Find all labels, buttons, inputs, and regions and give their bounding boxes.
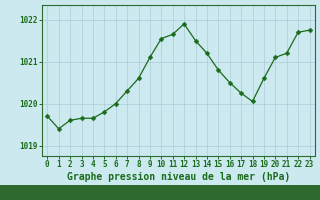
X-axis label: Graphe pression niveau de la mer (hPa): Graphe pression niveau de la mer (hPa): [67, 172, 290, 182]
